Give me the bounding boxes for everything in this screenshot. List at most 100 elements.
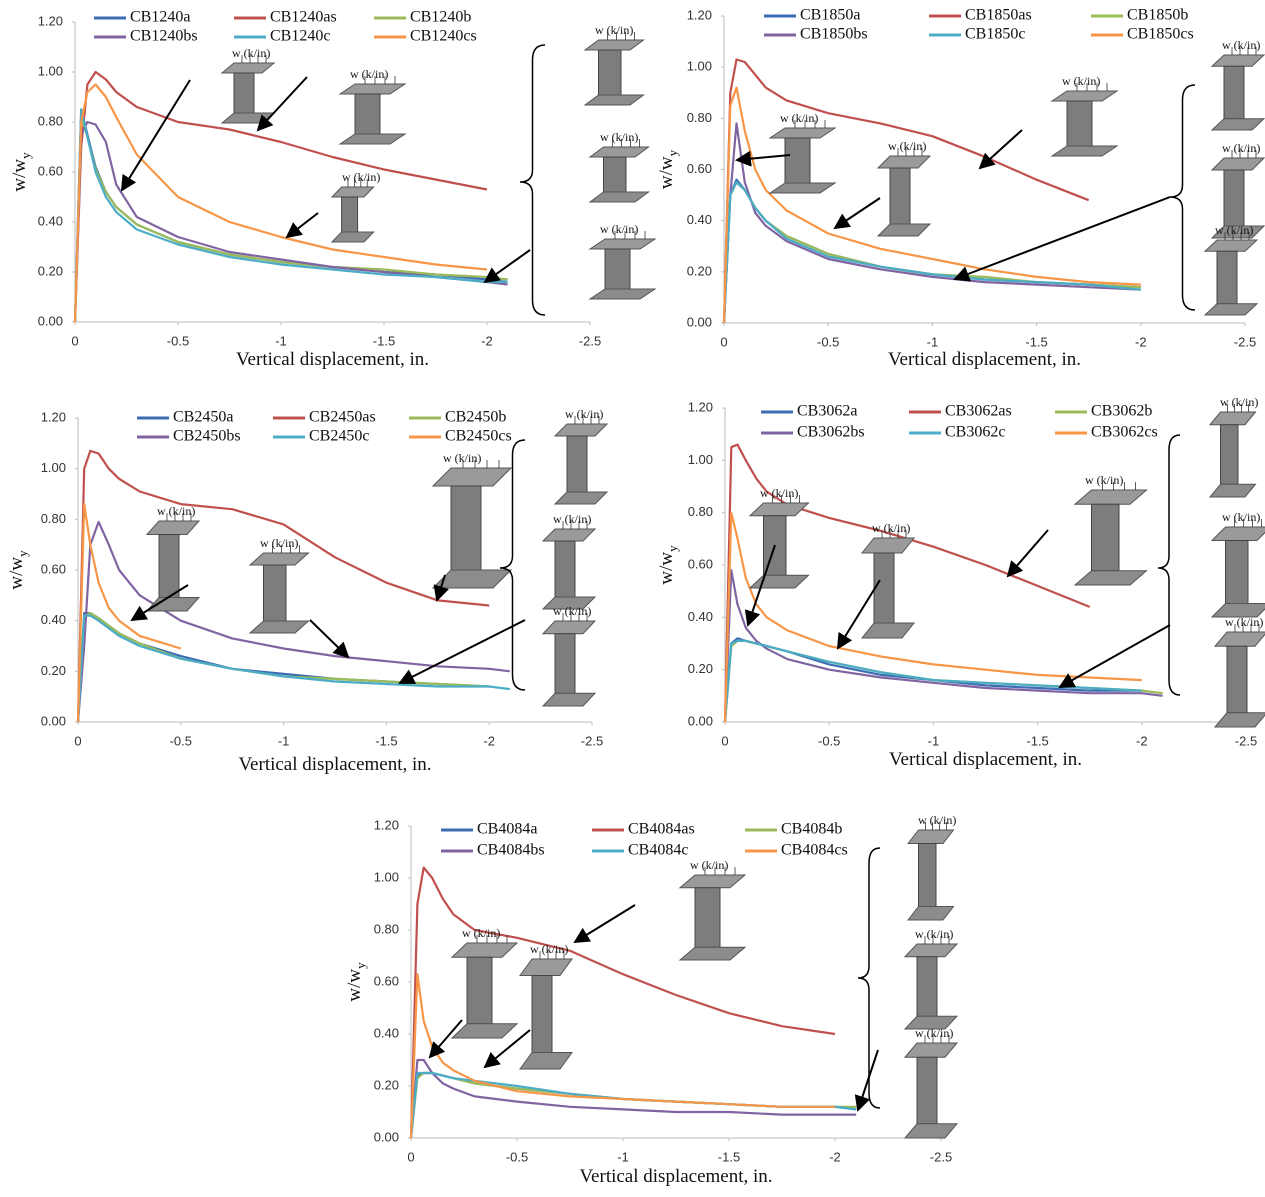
chart-panel: 0.000.200.400.600.801.001.200-0.5-1-1.5-… xyxy=(656,7,1264,370)
x-tick-label: -1.5 xyxy=(1025,334,1047,349)
x-axis-label: Vertical displacement, in. xyxy=(889,749,1082,770)
x-tick-label: -2.5 xyxy=(1235,733,1257,748)
y-tick-label: 0.20 xyxy=(41,663,66,678)
x-tick-label: -2 xyxy=(829,1149,841,1164)
sketch-plate xyxy=(222,63,274,73)
sketch-plate xyxy=(332,187,374,197)
x-tick-label: -0.5 xyxy=(818,733,840,748)
x-axis-label: Vertical displacement, in. xyxy=(579,1166,772,1187)
series-line xyxy=(724,182,1141,323)
sketch-plate xyxy=(433,468,511,486)
sketch-plate xyxy=(770,128,835,138)
sketch-plate xyxy=(905,944,957,957)
x-tick-label: -1.5 xyxy=(375,733,397,748)
sketch-web xyxy=(1217,251,1237,304)
chart-panel: 0.000.200.400.600.801.001.200-0.5-1-1.5-… xyxy=(6,407,607,775)
brace xyxy=(500,440,525,690)
annotation: w (k/in) xyxy=(915,927,953,941)
x-tick-label: 0 xyxy=(720,334,727,349)
y-axis-label-main: w/w xyxy=(656,552,677,585)
legend-label: CB4084bs xyxy=(477,842,545,859)
series-line xyxy=(725,641,1142,722)
y-tick-label: 0.40 xyxy=(41,612,66,627)
x-tick-label: -1.5 xyxy=(1026,733,1048,748)
x-tick-label: -2.5 xyxy=(581,733,603,748)
legend-label: CB4084a xyxy=(477,821,537,838)
sketch-web xyxy=(1226,541,1249,604)
sketch-base xyxy=(1215,713,1265,727)
y-tick-label: 0.60 xyxy=(688,556,713,571)
arrow xyxy=(400,620,525,683)
sketch-web xyxy=(599,50,622,95)
y-tick-label: 0.20 xyxy=(374,1077,399,1092)
chart-panel: 0.000.200.400.600.801.001.200-0.5-1-1.5-… xyxy=(344,813,957,1187)
annotation: w (k/in) xyxy=(888,139,926,153)
sketch-web xyxy=(555,634,575,694)
annotation: w (k/in) xyxy=(553,604,591,618)
sketch-web xyxy=(264,565,287,621)
sketch-plate xyxy=(543,621,595,634)
annotation: w (k/in) xyxy=(918,813,956,827)
legend-label: CB2450cs xyxy=(445,428,512,445)
y-tick-label: 0.60 xyxy=(374,973,399,988)
legend-label: CB1240a xyxy=(130,9,190,26)
y-tick-label: 0.80 xyxy=(38,113,63,128)
annotation: w (k/in) xyxy=(530,942,568,956)
sketch-plate xyxy=(862,538,914,553)
sketch-web xyxy=(567,436,587,492)
sketch-web xyxy=(532,976,552,1053)
x-tick-label: -1 xyxy=(928,733,940,748)
annotation: w (k/in) xyxy=(1222,510,1260,524)
sketch-base xyxy=(770,183,835,193)
x-tick-label: -0.5 xyxy=(817,334,839,349)
annotation: w (k/in) xyxy=(565,407,603,421)
annotation: w (k/in) xyxy=(780,111,818,125)
annotation: w (k/in) xyxy=(915,1026,953,1040)
annotation: w (k/in) xyxy=(443,451,481,465)
series-line xyxy=(724,180,1141,323)
y-axis-label-sub: y xyxy=(15,550,30,557)
sketch-web xyxy=(467,957,492,1024)
y-tick-label: 1.00 xyxy=(38,63,63,78)
y-tick-label: 0.80 xyxy=(41,511,66,526)
sketch-plate xyxy=(520,959,572,976)
annotation: w (k/in) xyxy=(1215,223,1253,237)
sketch-plate xyxy=(543,529,595,541)
legend-label: CB1850bs xyxy=(800,26,868,43)
arrow xyxy=(485,250,530,282)
y-tick-label: 0.80 xyxy=(687,110,712,125)
y-tick-label: 0.40 xyxy=(38,213,63,228)
sketch-web xyxy=(342,197,358,232)
annotation: w (k/in) xyxy=(1085,473,1123,487)
legend-label: CB2450as xyxy=(309,409,376,426)
y-tick-label: 0.60 xyxy=(687,161,712,176)
sketch-base xyxy=(1052,146,1117,156)
annotation: w (k/in) xyxy=(553,512,591,526)
sketch-base xyxy=(332,232,374,242)
y-tick-label: 0.00 xyxy=(38,313,63,328)
annotation: w (k/in) xyxy=(350,67,388,81)
x-tick-label: -1 xyxy=(278,733,290,748)
sketch-plate xyxy=(1075,490,1147,504)
legend-label: CB3062bs xyxy=(797,424,865,441)
y-tick-label: 1.20 xyxy=(374,817,399,832)
x-tick-label: 0 xyxy=(74,733,81,748)
sketch-base xyxy=(543,693,595,706)
legend-label: CB2450c xyxy=(309,428,369,445)
sketch-base xyxy=(862,623,914,638)
sketch-web xyxy=(234,73,254,113)
y-tick-label: 0.20 xyxy=(38,263,63,278)
annotation: w (k/in) xyxy=(1225,615,1263,629)
y-axis-label-sub: y xyxy=(353,962,368,969)
legend-label: CB4084b xyxy=(781,821,842,838)
sketch-base xyxy=(340,134,405,144)
y-tick-label: 0.80 xyxy=(688,504,713,519)
x-tick-label: 0 xyxy=(407,1149,414,1164)
y-tick-label: 0.00 xyxy=(374,1129,399,1144)
sketch-web xyxy=(605,249,630,289)
sketch-plate xyxy=(1210,412,1256,425)
arrow xyxy=(858,1050,878,1110)
legend-label: CB3062as xyxy=(945,403,1012,420)
x-tick-label: -1 xyxy=(927,334,939,349)
series-line xyxy=(75,122,508,322)
